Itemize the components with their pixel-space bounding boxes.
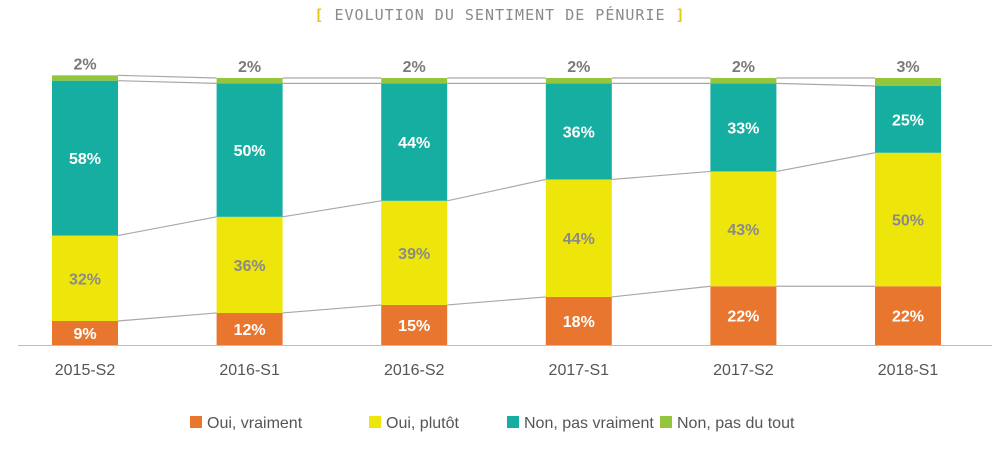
legend-label-0: Oui, vraiment	[207, 415, 303, 432]
data-label-2017-S1-3: 2%	[567, 59, 590, 76]
bar-segment-2017-S1-0	[545, 296, 612, 345]
connector-line-0-2	[447, 296, 546, 306]
data-label-2016-S2-3: 2%	[403, 59, 426, 76]
bar-segment-2017-S2-2	[710, 83, 777, 172]
data-label-2017-S1-1: 44%	[563, 231, 595, 248]
data-label-2018-S1-2: 25%	[892, 112, 924, 129]
data-label-2016-S1-1: 36%	[234, 258, 266, 275]
legend-swatch-3	[660, 416, 672, 428]
bar-segment-2015-S2-2	[52, 80, 118, 236]
data-label-2015-S2-1: 32%	[69, 271, 101, 288]
connector-line-1-2	[447, 178, 546, 202]
data-label-2016-S1-0: 12%	[234, 322, 266, 339]
bar-segment-2017-S2-1	[710, 171, 777, 287]
data-label-2017-S2-0: 22%	[727, 309, 759, 326]
connector-line-1-4	[776, 152, 876, 173]
connector-line-2-0	[117, 80, 217, 84]
legend-label-1: Oui, plutôt	[386, 415, 459, 432]
data-label-2015-S2-0: 9%	[73, 326, 96, 343]
bar-segment-2016-S2-2	[381, 83, 448, 201]
data-label-2015-S2-3: 2%	[73, 56, 96, 73]
x-tick-label-2016-S2: 2016-S2	[384, 362, 445, 379]
connector-line-0-3	[611, 285, 711, 298]
bar-segment-2015-S2-3	[52, 75, 118, 81]
bar-segment-2018-S1-3	[875, 78, 941, 87]
chart-title: [ EVOLUTION DU SENTIMENT DE PÉNURIE ]	[314, 6, 685, 24]
connector-line-0-1	[282, 304, 382, 314]
connector-line-top-0	[117, 74, 217, 79]
data-label-2016-S1-3: 2%	[238, 59, 261, 76]
x-tick-label-2017-S2: 2017-S2	[713, 362, 774, 379]
data-label-2016-S1-2: 50%	[234, 143, 266, 160]
bar-segment-2015-S2-0	[52, 320, 118, 345]
data-label-2017-S1-0: 18%	[563, 314, 595, 331]
data-label-2018-S1-1: 50%	[892, 213, 924, 230]
bar-segment-2016-S2-3	[381, 78, 448, 84]
bar-segment-2016-S2-1	[381, 200, 448, 305]
data-label-2016-S2-0: 15%	[398, 318, 430, 335]
connector-line-1-1	[282, 200, 382, 218]
title-bracket-right: ]	[675, 6, 686, 24]
data-label-2017-S1-2: 36%	[563, 124, 595, 141]
legend-label-3: Non, pas du tout	[677, 415, 795, 432]
data-label-2015-S2-2: 58%	[69, 151, 101, 168]
bar-segment-2017-S1-1	[545, 179, 612, 297]
bar-segment-2016-S1-0	[216, 312, 283, 345]
data-label-2017-S2-2: 33%	[727, 120, 759, 137]
x-tick-label-2016-S1: 2016-S1	[219, 362, 280, 379]
bar-segment-2016-S1-3	[216, 78, 283, 84]
bar-segment-2017-S1-2	[545, 83, 612, 180]
bar-segment-2017-S1-3	[545, 78, 612, 84]
bar-segment-2017-S2-0	[710, 286, 777, 345]
x-tick-label-2018-S1: 2018-S1	[878, 362, 939, 379]
legend-swatch-0	[190, 416, 202, 428]
data-label-2016-S2-1: 39%	[398, 246, 430, 263]
data-label-2018-S1-3: 3%	[896, 59, 919, 76]
legend-swatch-1	[369, 416, 381, 428]
data-label-2017-S2-3: 2%	[732, 59, 755, 76]
x-tick-label-2015-S2: 2015-S2	[55, 362, 116, 379]
chart-title-text: EVOLUTION DU SENTIMENT DE PÉNURIE	[334, 6, 666, 24]
bar-segment-2018-S1-2	[875, 86, 941, 153]
connector-line-1-0	[117, 216, 217, 237]
bar-segment-2016-S1-2	[216, 83, 283, 217]
bar-segment-2015-S2-1	[52, 235, 118, 321]
connector-line-0-0	[117, 312, 217, 322]
legend-swatch-2	[507, 416, 519, 428]
data-label-2016-S2-2: 44%	[398, 135, 430, 152]
bar-segment-2018-S1-1	[875, 152, 941, 287]
legend-label-2: Non, pas vraiment	[524, 415, 654, 432]
title-bracket-left: [	[314, 6, 325, 24]
connector-line-2-4	[776, 82, 876, 87]
chart-title-wrap: [ EVOLUTION DU SENTIMENT DE PÉNURIE ]	[0, 6, 1000, 25]
bar-segment-2016-S2-0	[381, 304, 448, 345]
connector-line-1-3	[611, 170, 711, 181]
data-label-2017-S2-1: 43%	[727, 222, 759, 239]
bar-segment-2016-S1-1	[216, 216, 283, 313]
bar-segment-2017-S2-3	[710, 78, 777, 84]
x-tick-label-2017-S1: 2017-S1	[549, 362, 610, 379]
bar-segment-2018-S1-0	[875, 286, 941, 345]
data-label-2018-S1-0: 22%	[892, 309, 924, 326]
